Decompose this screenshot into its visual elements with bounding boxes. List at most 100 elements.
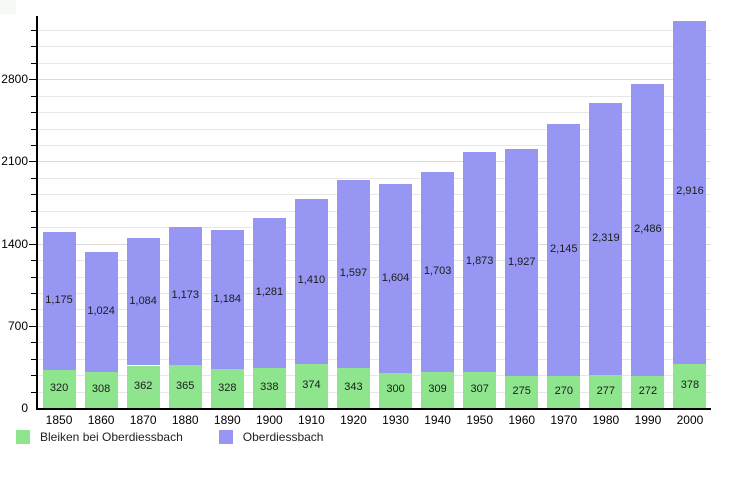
bar-segment-bleiken [126,365,160,408]
value-label: 2,319 [592,232,620,245]
gridline [38,309,711,310]
gridline [38,293,711,294]
value-label: 2,145 [550,243,578,256]
y-minor-tick [31,96,36,97]
bar-segment-bleiken [294,364,328,408]
y-minor-tick [31,375,36,376]
value-label: 1,084 [129,294,157,307]
bar-segment-oberdiessbach [294,198,328,365]
value-label: 1,173 [171,289,199,302]
value-label: 1,927 [507,255,536,268]
gridline [38,342,711,343]
y-minor-tick [31,227,36,228]
value-label: 309 [428,382,447,395]
corner-artifact [0,0,16,14]
value-label: 362 [133,379,153,392]
y-minor-tick [31,293,36,294]
y-major-tick [29,326,36,327]
bar-segment-oberdiessbach [463,152,497,372]
x-tick-label: 1980 [592,413,620,427]
y-minor-tick [31,30,36,31]
gridline [38,260,711,261]
gridline [38,227,711,228]
value-label: 1,410 [297,274,326,287]
legend-label-oberdiessbach: Oberdiessbach [242,430,324,444]
bar-segment-oberdiessbach [252,217,286,369]
x-axis [36,408,711,410]
gridline [38,129,711,130]
y-major-tick [29,79,36,80]
legend-swatch-bleiken [16,430,30,444]
y-major-tick [29,244,36,245]
bar-segment-bleiken [84,371,118,408]
value-label: 378 [680,378,700,391]
chart-legend: Bleiken bei Oberdiessbach Oberdiessbach [16,429,349,445]
y-minor-tick [31,145,36,146]
x-tick-label: 1920 [340,413,367,427]
bar-segment-oberdiessbach [336,180,370,368]
y-minor-tick [31,342,36,343]
gridline [38,194,711,195]
bar-segment-bleiken [589,375,623,408]
value-label: 320 [49,382,69,395]
gridline [38,161,711,162]
value-label: 1,597 [339,266,368,279]
gridline [38,392,711,393]
bar-segment-bleiken [252,368,286,408]
value-label: 308 [91,382,111,395]
y-tick-label: 2800 [1,72,28,87]
y-minor-tick [31,63,36,64]
bar-segment-bleiken [42,370,76,408]
value-label: 1,175 [45,294,73,307]
y-minor-tick [31,129,36,130]
bar-segment-bleiken [673,363,707,408]
value-label: 300 [386,383,405,396]
value-label: 374 [302,379,321,392]
gridline [38,375,711,376]
bar-segment-oberdiessbach [210,230,244,370]
legend-swatch-oberdiessbach [218,430,233,444]
bar-segment-oberdiessbach [673,21,707,364]
value-label: 1,281 [255,286,284,299]
value-label: 275 [512,384,531,397]
x-tick-label: 1910 [298,413,325,427]
bar-segment-bleiken [505,375,539,408]
x-tick-label: 1900 [255,413,283,427]
y-minor-tick [31,194,36,195]
gridline [38,326,711,327]
x-tick-label: 1860 [87,413,115,427]
value-label: 2,486 [634,223,662,236]
gridline [38,145,711,146]
bar-segment-bleiken [210,369,244,408]
gridline [38,178,711,179]
x-tick-label: 1870 [129,413,157,427]
gridline [38,359,711,360]
value-label: 343 [344,380,363,393]
x-tick-label: 2000 [676,413,704,427]
x-tick-label: 1890 [213,413,241,427]
x-tick-label: 1850 [45,413,73,427]
value-label: 1,184 [213,292,242,305]
value-label: 365 [176,379,195,392]
value-label: 1,873 [465,255,494,267]
value-label: 307 [470,382,489,395]
bar-segment-oberdiessbach [589,103,623,376]
y-tick-label: 700 [7,318,28,333]
value-label: 338 [260,381,279,394]
value-label: 1,604 [381,271,410,284]
value-label: 1,024 [87,304,115,317]
x-tick-label: 1950 [466,413,493,427]
y-axis [36,16,38,410]
value-label: 1,703 [423,264,452,277]
y-minor-tick [31,359,36,360]
x-tick-label: 1880 [171,413,199,427]
bar-segment-oberdiessbach [84,251,118,372]
x-tick-label: 1970 [550,413,578,427]
bar-segment-bleiken [463,371,497,408]
legend-label-bleiken: Bleiken bei Oberdiessbach [40,430,183,444]
value-label: 270 [554,385,573,398]
gridline [38,46,711,47]
bar-segment-bleiken [631,376,665,408]
bar-segment-bleiken [336,367,370,408]
y-minor-tick [31,46,36,47]
